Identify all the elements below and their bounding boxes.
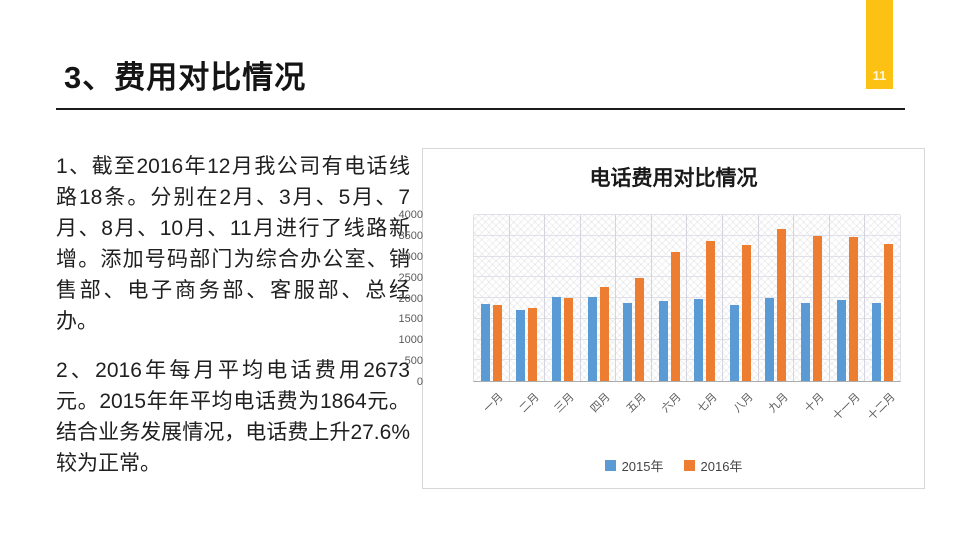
paragraph-1: 1、截至2016年12月我公司有电话线路18条。分别在2月、3月、5月、7月、8…: [56, 155, 410, 333]
page-number: 11: [872, 68, 887, 83]
bar-group: [652, 215, 688, 381]
bar-2015年: [516, 309, 526, 381]
y-tick-label: 2000: [398, 292, 423, 305]
x-tick-label: 一月: [481, 391, 506, 416]
bar-2015年: [800, 302, 810, 381]
legend-swatch-icon: [604, 460, 616, 471]
y-tick-label: 0: [416, 376, 423, 388]
x-tick-label: 九月: [767, 391, 792, 416]
bar-2016年: [670, 252, 680, 381]
x-tick-label: 六月: [660, 391, 685, 416]
y-tick-label: 4000: [398, 209, 423, 221]
legend-label: 2016年: [700, 459, 743, 474]
chart-title: 电话费用对比情况: [589, 167, 758, 190]
bar-2016年: [741, 244, 751, 381]
title-underline: [56, 108, 905, 110]
bar-group: [616, 215, 652, 381]
y-tick-label: 3500: [398, 229, 423, 242]
y-tick-label: 2500: [398, 271, 423, 284]
bar-2016年: [884, 244, 894, 381]
bar-2016年: [706, 240, 716, 381]
bar-group: [545, 215, 581, 381]
slide-title: 3、费用对比情况: [64, 60, 307, 95]
gridline: [474, 214, 900, 215]
x-tick-label: 五月: [624, 391, 649, 416]
bar-2016年: [777, 228, 787, 381]
legend-label: 2015年: [621, 459, 664, 474]
x-tick-label: 十月: [802, 391, 827, 416]
y-tick-label: 3000: [398, 250, 423, 263]
bar-group: [794, 215, 830, 381]
page-number-tab: 11: [866, 0, 893, 89]
chart-legend: 2015年 2016年: [423, 456, 924, 475]
x-tick-label: 七月: [695, 391, 720, 416]
bar-2016年: [563, 298, 573, 381]
bar-2016年: [599, 286, 609, 381]
bar-group: [865, 215, 900, 381]
x-tick-label: 十二月: [866, 391, 899, 423]
bar-group: [723, 215, 759, 381]
legend-item: 2015年: [604, 456, 664, 475]
x-tick-label: 四月: [588, 391, 613, 416]
bar-2015年: [480, 303, 490, 381]
legend-item: 2016年: [683, 456, 743, 475]
bar-2016年: [492, 305, 502, 381]
bar-2015年: [587, 296, 597, 381]
bar-2016年: [528, 307, 538, 381]
bar-group: [474, 215, 510, 381]
bar-2015年: [658, 300, 668, 381]
paragraph-2: 2、2016年每月平均电话费用2673元。2015年年平均电话费为1864元。结…: [56, 359, 410, 475]
body-text: 1、截至2016年12月我公司有电话线路18条。分别在2月、3月、5月、7月、8…: [56, 151, 410, 479]
y-tick-label: 500: [404, 355, 423, 368]
bar-2015年: [551, 296, 561, 381]
x-tick-label: 二月: [517, 391, 542, 416]
bar-2015年: [836, 299, 846, 381]
bar-2016年: [848, 236, 858, 381]
bar-group: [581, 215, 617, 381]
bar-2016年: [635, 277, 645, 381]
y-tick-label: 1500: [398, 313, 423, 326]
y-tick-label: 1000: [398, 334, 423, 347]
bar-chart: 电话费用对比情况 0 500 1000 1500 2000 2500 3000 3500 400…: [399, 148, 925, 489]
bar-2015年: [694, 298, 704, 381]
bar-2015年: [765, 298, 775, 381]
bar-2015年: [729, 304, 739, 381]
x-tick-label: 八月: [731, 391, 756, 416]
plot-area: [473, 214, 901, 382]
x-tick-label: 三月: [553, 391, 578, 416]
bar-group: [759, 215, 795, 381]
bar-group: [830, 215, 866, 381]
bar-2015年: [623, 302, 633, 381]
bar-2015年: [872, 302, 882, 381]
bar-groups: [474, 215, 900, 381]
legend-swatch-icon: [683, 460, 695, 471]
bar-2016年: [812, 235, 822, 381]
bar-group: [687, 215, 724, 381]
x-tick-label: 十一月: [830, 391, 863, 423]
bar-group: [510, 215, 546, 381]
